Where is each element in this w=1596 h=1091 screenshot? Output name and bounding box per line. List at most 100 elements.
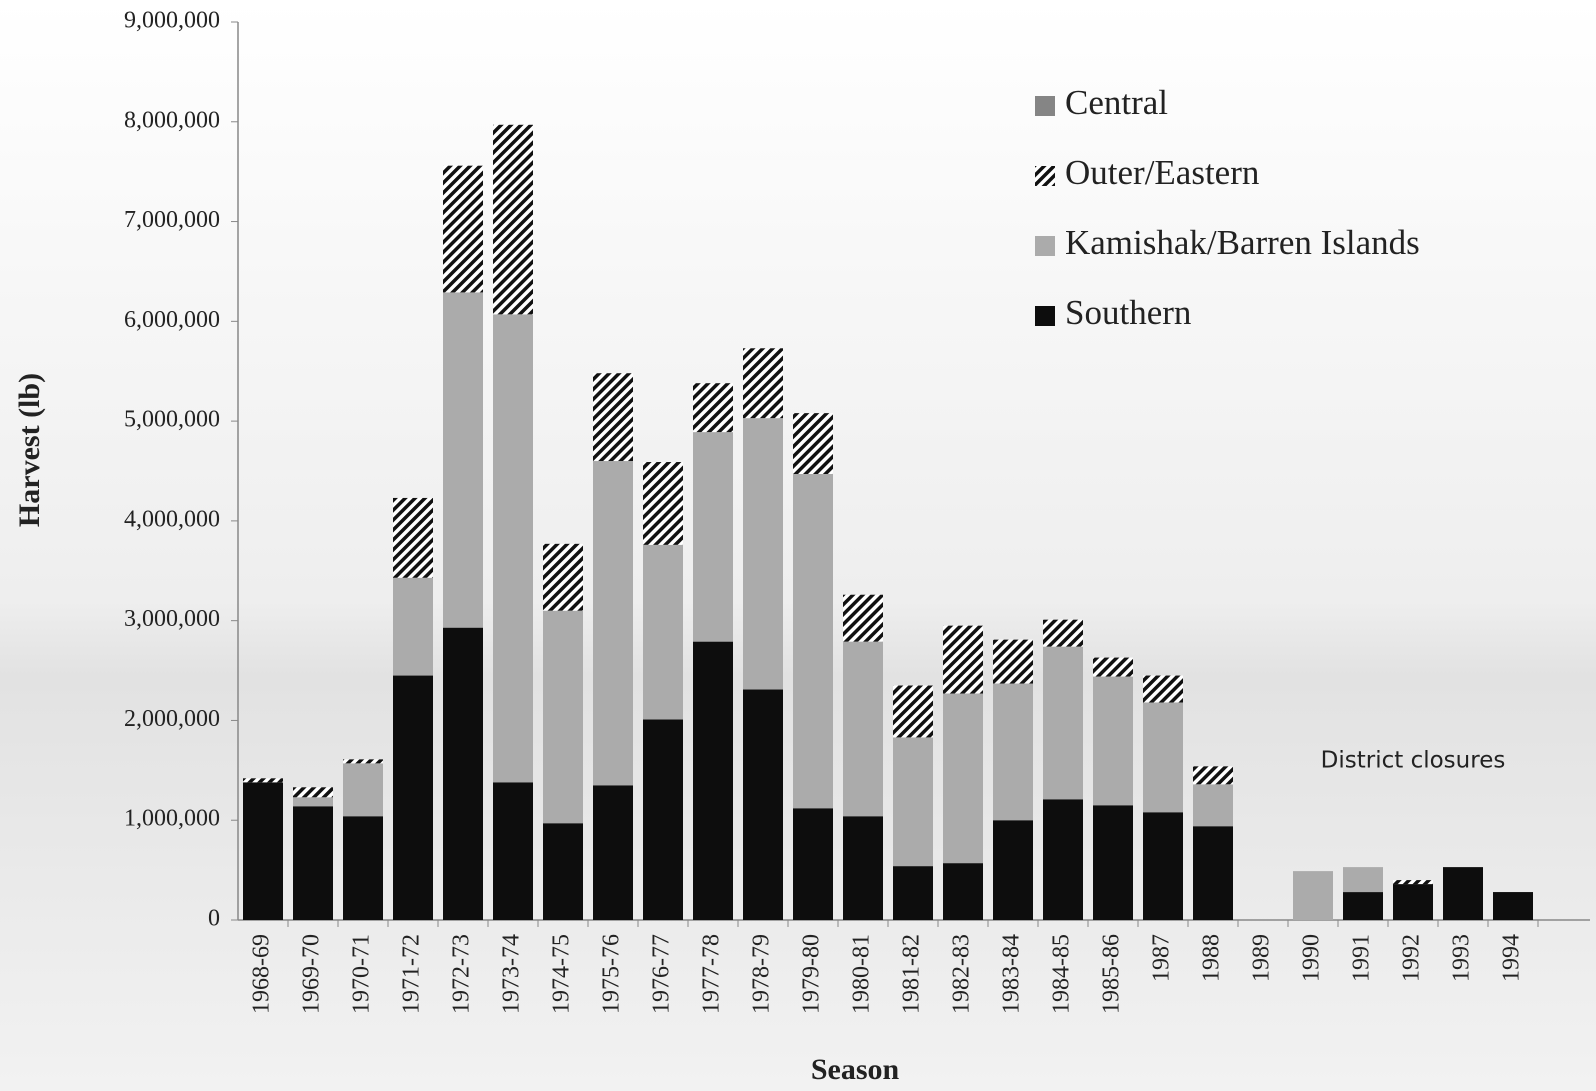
bar-segment <box>743 418 783 690</box>
legend-label: Kamishak/Barren Islands <box>1065 223 1420 262</box>
bar-segment <box>1393 880 1433 885</box>
bar-segment <box>643 544 683 720</box>
bar-segment <box>1093 805 1133 920</box>
legend-swatch <box>1035 96 1055 116</box>
x-tick-label: 1981-82 <box>899 934 925 1014</box>
legend-swatch <box>1035 306 1055 326</box>
bar-segment <box>793 808 833 920</box>
y-tick-label: 4,000,000 <box>124 506 220 532</box>
bar-segment <box>1043 799 1083 920</box>
bar-segment <box>293 787 333 798</box>
bar-segment <box>393 577 433 676</box>
bar-segment <box>743 689 783 920</box>
bar-segment <box>243 782 283 920</box>
bar-segment <box>443 292 483 628</box>
legend-swatch <box>1035 166 1055 186</box>
bar-segment <box>293 806 333 920</box>
bar-segment <box>993 820 1033 920</box>
bar-segment <box>493 782 533 920</box>
bar-segment <box>593 461 633 786</box>
bar-segment <box>1143 675 1183 703</box>
bar-segment <box>943 863 983 920</box>
bar-segment <box>1343 892 1383 920</box>
bar-segment <box>993 683 1033 821</box>
bar-segment <box>543 610 583 824</box>
bar-segment <box>943 693 983 864</box>
bar-segment <box>593 373 633 462</box>
x-axis-title: Season <box>811 1053 900 1086</box>
bar-segment <box>993 639 1033 684</box>
bar-segment <box>793 413 833 474</box>
bar-segment <box>843 641 883 817</box>
x-tick-label: 1975-76 <box>599 934 625 1014</box>
y-tick-label: 8,000,000 <box>124 107 220 133</box>
x-tick-label: 1984-85 <box>1049 934 1075 1014</box>
x-tick-label: 1973-74 <box>499 934 525 1014</box>
y-tick-label: 0 <box>208 906 220 932</box>
bar-segment <box>543 543 583 611</box>
bar-segment <box>1093 676 1133 806</box>
x-tick-label: 1980-81 <box>849 934 875 1014</box>
x-tick-label: 1994 <box>1499 934 1525 982</box>
legend-label: Central <box>1065 83 1168 122</box>
bar-segment <box>293 797 333 807</box>
bar-segment <box>643 462 683 545</box>
bar-segment <box>893 737 933 867</box>
x-tick-label: 1979-80 <box>799 934 825 1014</box>
bar-segment <box>243 778 283 783</box>
x-tick-label: 1970-71 <box>349 934 375 1014</box>
bar-segment <box>1143 702 1183 813</box>
bar-segment <box>743 348 783 419</box>
x-tick-label: 1982-83 <box>949 934 975 1014</box>
bar-segment <box>1343 867 1383 893</box>
legend-label: Outer/Eastern <box>1065 153 1259 192</box>
y-tick-label: 9,000,000 <box>124 8 220 34</box>
bar-segment <box>693 641 733 920</box>
x-tick-label: 1989 <box>1249 934 1275 982</box>
x-tick-label: 1990 <box>1299 934 1325 982</box>
bar-segment <box>843 816 883 920</box>
y-axis-title: Harvest (lb) <box>13 373 46 527</box>
x-tick-label: 1993 <box>1449 934 1475 982</box>
x-tick-label: 1968-69 <box>249 934 275 1014</box>
bar-segment <box>1193 826 1233 920</box>
bar-segment <box>1143 812 1183 920</box>
bar-segment <box>443 627 483 920</box>
bar-segment <box>693 383 733 433</box>
bar-segment <box>493 314 533 783</box>
bar-segment <box>1293 871 1333 920</box>
bar-segment <box>1193 766 1233 785</box>
x-tick-label: 1978-79 <box>749 934 775 1014</box>
bar-segment <box>1043 619 1083 647</box>
x-tick-label: 1988 <box>1199 934 1225 982</box>
bar-segment <box>1193 784 1233 827</box>
y-tick-label: 6,000,000 <box>124 307 220 333</box>
bar-segment <box>1443 867 1483 920</box>
x-tick-label: 1977-78 <box>699 934 725 1014</box>
x-tick-label: 1972-73 <box>449 934 475 1014</box>
bar-segment <box>1093 657 1133 677</box>
bar-segment <box>593 785 633 920</box>
bar-segment <box>393 497 433 578</box>
bar-segment <box>1493 892 1533 920</box>
x-tick-label: 1992 <box>1399 934 1425 982</box>
x-tick-label: 1983-84 <box>999 934 1025 1014</box>
x-tick-label: 1976-77 <box>649 934 675 1014</box>
bar-segment <box>393 675 433 920</box>
bar-segment <box>1043 646 1083 800</box>
bar-segment <box>493 124 533 315</box>
legend-swatch <box>1035 236 1055 256</box>
bar-segment <box>543 823 583 920</box>
bar-segment <box>793 473 833 809</box>
bar-segment <box>643 719 683 920</box>
x-tick-label: 1985-86 <box>1099 934 1125 1014</box>
x-tick-label: 1987 <box>1149 934 1175 982</box>
x-tick-label: 1969-70 <box>299 934 325 1014</box>
bar-segment <box>443 165 483 293</box>
bar-segment <box>943 625 983 694</box>
x-tick-label: 1974-75 <box>549 934 575 1014</box>
y-tick-label: 2,000,000 <box>124 706 220 732</box>
y-tick-label: 7,000,000 <box>124 207 220 233</box>
bar-segment <box>893 685 933 738</box>
